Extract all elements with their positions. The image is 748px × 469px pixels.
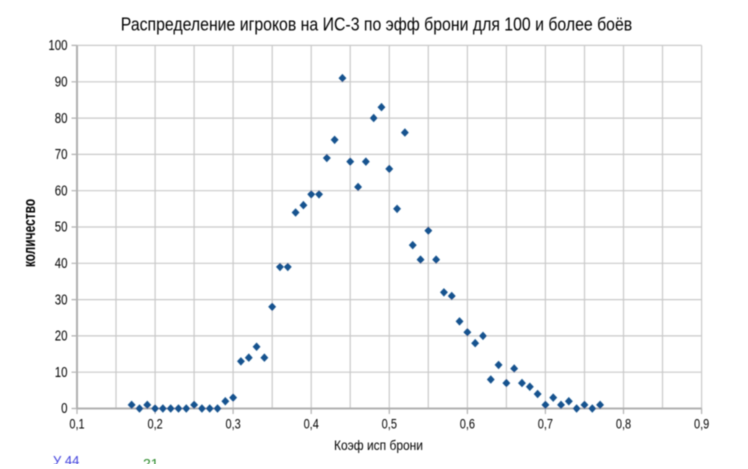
svg-text:0,4: 0,4 (304, 416, 319, 431)
svg-text:70: 70 (55, 146, 68, 163)
svg-text:0,1: 0,1 (69, 416, 84, 431)
svg-text:0,6: 0,6 (460, 416, 475, 431)
svg-text:Распределение игроков на ИС-3: Распределение игроков на ИС-3 по эфф бро… (121, 13, 632, 34)
svg-text:40: 40 (55, 255, 68, 272)
svg-text:20: 20 (55, 327, 68, 344)
svg-text:0,7: 0,7 (538, 416, 553, 431)
svg-text:0,3: 0,3 (225, 416, 240, 431)
svg-text:50: 50 (55, 218, 68, 235)
svg-text:80: 80 (55, 110, 68, 127)
svg-text:У 44: У 44 (53, 453, 79, 464)
svg-text:Коэф исп брони: Коэф исп брони (334, 437, 423, 453)
svg-text:0,8: 0,8 (616, 416, 631, 431)
svg-text:0: 0 (61, 400, 67, 417)
svg-text:0,2: 0,2 (147, 416, 162, 431)
svg-text:90: 90 (55, 73, 68, 90)
svg-text:0,9: 0,9 (694, 416, 709, 431)
svg-text:30: 30 (55, 291, 68, 308)
svg-text:60: 60 (55, 182, 68, 199)
svg-text:0,5: 0,5 (382, 416, 397, 431)
svg-text:100: 100 (48, 37, 67, 54)
svg-text:21: 21 (143, 456, 159, 465)
svg-text:10: 10 (55, 364, 68, 381)
svg-text:количество: количество (21, 199, 39, 267)
